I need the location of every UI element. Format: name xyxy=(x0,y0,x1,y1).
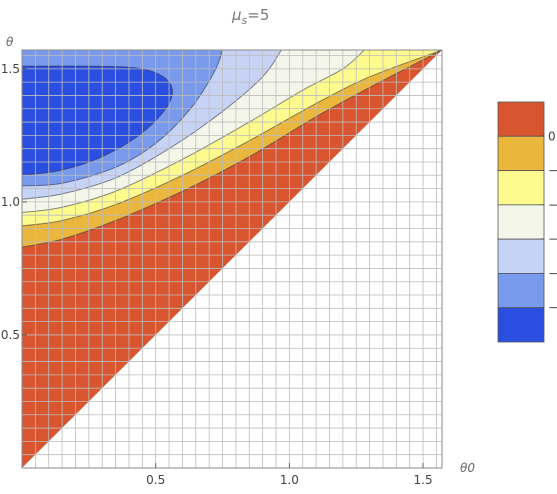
legend: 0 −0.2 −0.4 −0.6 −0.8 −1.0 xyxy=(497,101,557,343)
legend-label: −1.0 xyxy=(548,301,557,315)
legend-label: 0 xyxy=(548,129,556,143)
contour-regions xyxy=(22,50,442,468)
legend-swatch xyxy=(497,101,545,137)
region-innermost xyxy=(22,65,173,176)
y-tick-label: 0.5 xyxy=(1,328,20,342)
y-tick-label: 1.5 xyxy=(1,62,20,76)
x-tick-label: 1.5 xyxy=(414,473,433,487)
legend-label: −0.4 xyxy=(548,198,557,212)
x-tick-label: 0.5 xyxy=(146,473,165,487)
legend-swatch xyxy=(497,170,545,206)
legend-swatch xyxy=(497,238,545,274)
contour-line-1 xyxy=(22,50,442,227)
plot-area: 0.5 1.0 1.5 0.5 1.0 1.5 xyxy=(1,49,443,487)
legend-label: −0.2 xyxy=(548,164,557,178)
chart-title: μs=5 xyxy=(231,6,269,27)
x-tick-label: 1.0 xyxy=(280,473,299,487)
x-axis-label: θ0 xyxy=(460,461,475,475)
y-tick-label: 1.0 xyxy=(1,195,20,209)
legend-label: −0.8 xyxy=(548,266,557,280)
legend-swatch xyxy=(497,204,545,240)
legend-label: −0.6 xyxy=(548,232,557,246)
plot-frame xyxy=(21,49,443,469)
y-axis-label: θ xyxy=(6,35,14,49)
grid xyxy=(22,50,442,468)
legend-swatch xyxy=(497,307,545,343)
contour-line-2 xyxy=(22,50,365,214)
legend-swatch xyxy=(497,135,545,171)
legend-swatch xyxy=(497,273,545,309)
undefined-region xyxy=(22,50,442,468)
